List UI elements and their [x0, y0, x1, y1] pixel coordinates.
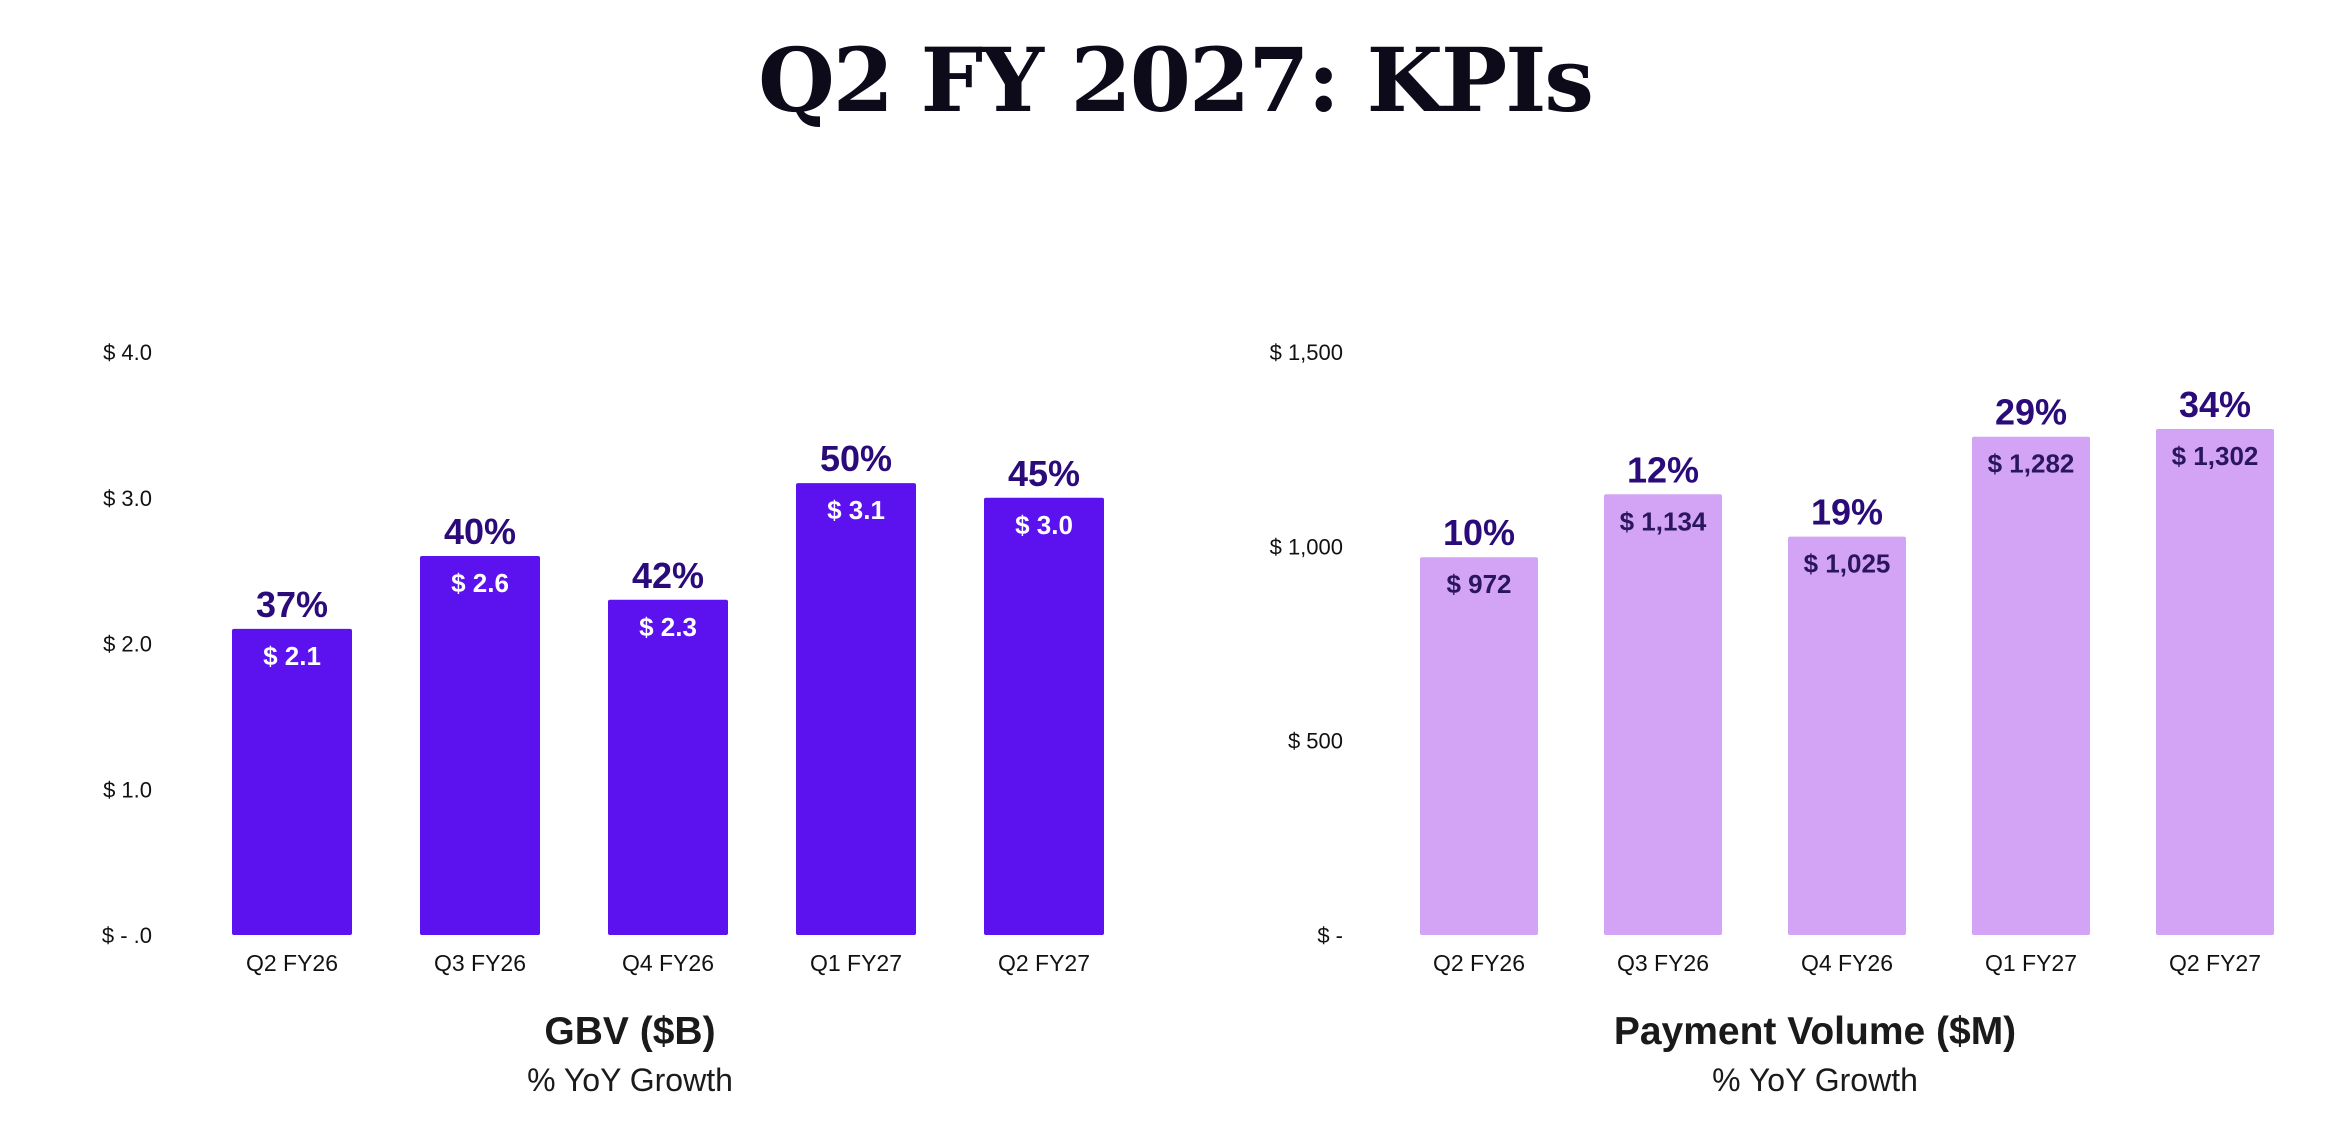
gbv-y-tick-label: $ - .0 — [102, 923, 152, 948]
pv-growth-label: 29% — [1995, 392, 2067, 433]
gbv-value-label: $ 2.3 — [639, 612, 697, 642]
pv-bar — [1420, 557, 1538, 935]
pv-y-tick-label: $ 1,500 — [1270, 340, 1343, 365]
gbv-chart: $ - .0 $ 1.0 $ 2.0 $ 3.0 $ 4.0 $ 2.1 37% Q2 FY2… — [102, 340, 1104, 976]
pv-bar — [1604, 494, 1722, 935]
gbv-growth-label: 50% — [820, 438, 892, 479]
payment-volume-chart: $ - $ 500 $ 1,000 $ 1,500 $ 972 10% Q2 FY26 $ 1… — [1270, 340, 2274, 976]
pv-y-tick-label: $ - — [1317, 923, 1343, 948]
gbv-value-label: $ 3.1 — [827, 495, 885, 525]
gbv-y-tick-label: $ 1.0 — [103, 777, 152, 802]
gbv-bar — [608, 599, 728, 935]
payment-volume-chart-subtitle: % YoY Growth — [1712, 1062, 1918, 1098]
pv-value-label: $ 1,134 — [1620, 506, 1707, 536]
gbv-bar — [420, 556, 540, 935]
gbv-growth-label: 45% — [1008, 453, 1080, 494]
gbv-growth-label: 37% — [256, 584, 328, 625]
gbv-value-label: $ 2.1 — [263, 641, 321, 671]
gbv-x-tick-label: Q4 FY26 — [622, 950, 714, 976]
pv-bar — [1788, 536, 1906, 935]
pv-value-label: $ 972 — [1446, 569, 1511, 599]
page-title: Q2 FY 2027: KPIs — [758, 28, 1594, 132]
gbv-y-tick-label: $ 3.0 — [103, 486, 152, 511]
payment-volume-chart-title: Payment Volume ($M) — [1613, 1010, 2017, 1053]
gbv-x-tick-label: Q1 FY27 — [810, 950, 902, 976]
pv-value-label: $ 1,025 — [1804, 549, 1891, 579]
gbv-chart-subtitle: % YoY Growth — [527, 1062, 733, 1098]
gbv-x-tick-label: Q2 FY26 — [246, 950, 338, 976]
gbv-bar — [796, 483, 916, 935]
gbv-bar — [232, 628, 352, 935]
gbv-value-label: $ 2.6 — [451, 568, 509, 598]
pv-x-tick-label: Q2 FY26 — [1433, 950, 1525, 976]
pv-y-tick-label: $ 1,000 — [1270, 534, 1343, 559]
gbv-growth-label: 42% — [632, 555, 704, 596]
gbv-y-tick-label: $ 2.0 — [103, 632, 152, 657]
pv-growth-label: 34% — [2179, 384, 2251, 425]
pv-bar — [2156, 428, 2274, 935]
gbv-chart-title: GBV ($B) — [544, 1010, 716, 1053]
pv-bar — [1972, 436, 2090, 935]
gbv-caption: GBV ($B) % YoY Growth — [280, 1010, 980, 1099]
gbv-bar — [984, 497, 1104, 935]
pv-x-tick-label: Q3 FY26 — [1617, 950, 1709, 976]
pv-growth-label: 10% — [1443, 512, 1515, 553]
pv-growth-label: 12% — [1627, 449, 1699, 490]
payment-volume-caption: Payment Volume ($M) % YoY Growth — [1465, 1010, 2165, 1099]
gbv-x-tick-label: Q2 FY27 — [998, 950, 1090, 976]
gbv-growth-label: 40% — [444, 511, 516, 552]
pv-growth-label: 19% — [1811, 492, 1883, 533]
pv-x-tick-label: Q4 FY26 — [1801, 950, 1893, 976]
pv-value-label: $ 1,282 — [1988, 449, 2075, 479]
pv-x-tick-label: Q2 FY27 — [2169, 950, 2261, 976]
pv-y-tick-label: $ 500 — [1288, 729, 1343, 754]
gbv-y-tick-label: $ 4.0 — [103, 340, 152, 365]
gbv-x-tick-label: Q3 FY26 — [434, 950, 526, 976]
gbv-value-label: $ 3.0 — [1015, 510, 1073, 540]
pv-x-tick-label: Q1 FY27 — [1985, 950, 2077, 976]
pv-value-label: $ 1,302 — [2172, 441, 2259, 471]
